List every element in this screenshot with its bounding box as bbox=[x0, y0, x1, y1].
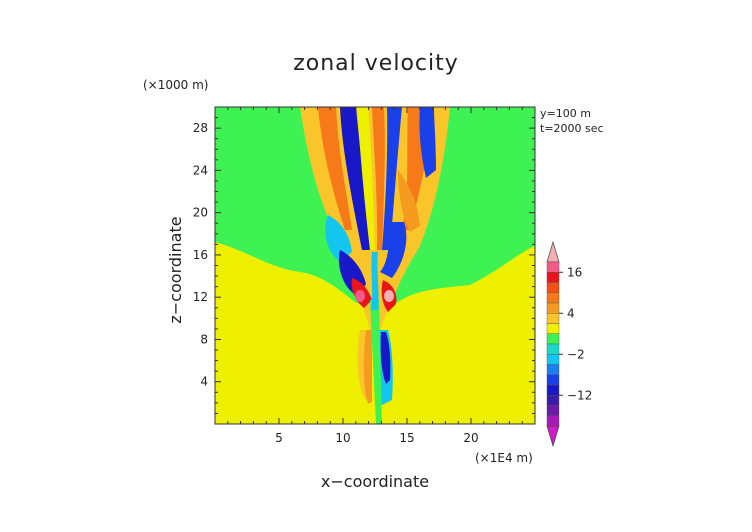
y-tick-label: 4 bbox=[200, 375, 208, 389]
chart-title: zonal velocity bbox=[293, 51, 459, 76]
colorbar: 16 4 −2 −12 bbox=[546, 240, 592, 448]
colorbar-level bbox=[546, 415, 560, 427]
colorbar-level bbox=[546, 354, 560, 365]
x-tick-label: 20 bbox=[463, 431, 478, 445]
colorbar-level bbox=[546, 364, 560, 375]
y-axis-ticks: 4 8 12 16 20 24 28 bbox=[193, 106, 535, 425]
y-tick-label: 16 bbox=[193, 248, 208, 262]
y-tick-label: 12 bbox=[193, 290, 208, 304]
colorbar-level bbox=[546, 282, 560, 293]
y-axis-unit: (×1000 m) bbox=[143, 78, 208, 92]
colorbar-level bbox=[546, 374, 560, 386]
colorbar-tick-label: −2 bbox=[567, 347, 585, 361]
info-line-y: y=100 m bbox=[540, 107, 591, 120]
contour-plot-area bbox=[215, 107, 535, 424]
y-axis-label: z−coordinate bbox=[166, 216, 185, 323]
colorbar-level bbox=[546, 313, 560, 324]
colorbar-level bbox=[546, 323, 560, 334]
colorbar-level bbox=[546, 343, 560, 355]
y-tick-label: 8 bbox=[200, 332, 208, 346]
colorbar-tick-label: 16 bbox=[567, 265, 582, 279]
colorbar-level bbox=[546, 261, 560, 273]
colorbar-max-arrow bbox=[546, 240, 560, 263]
colorbar-tick-label: 4 bbox=[567, 306, 575, 320]
x-tick-label: 10 bbox=[335, 431, 350, 445]
x-axis-unit: (×1E4 m) bbox=[475, 451, 533, 465]
x-tick-label: 15 bbox=[399, 431, 414, 445]
x-axis-label: x−coordinate bbox=[321, 472, 429, 491]
colorbar-level bbox=[546, 272, 560, 283]
colorbar-tick-label: −12 bbox=[567, 388, 592, 402]
colorbar-level bbox=[546, 395, 560, 406]
colorbar-level bbox=[546, 302, 560, 314]
colorbar-level bbox=[546, 292, 560, 304]
colorbar-min-arrow bbox=[546, 425, 560, 448]
colorbar-level bbox=[546, 405, 560, 416]
plume-structure bbox=[300, 107, 450, 424]
y-tick-label: 20 bbox=[193, 206, 208, 220]
x-tick-label: 5 bbox=[275, 431, 283, 445]
colorbar-level bbox=[546, 384, 560, 396]
y-tick-label: 28 bbox=[193, 121, 208, 135]
colorbar-level bbox=[546, 333, 560, 345]
y-tick-label: 24 bbox=[193, 163, 208, 177]
x-axis-ticks: 5 10 15 20 bbox=[214, 107, 536, 445]
info-line-time: t=2000 sec bbox=[540, 122, 604, 135]
